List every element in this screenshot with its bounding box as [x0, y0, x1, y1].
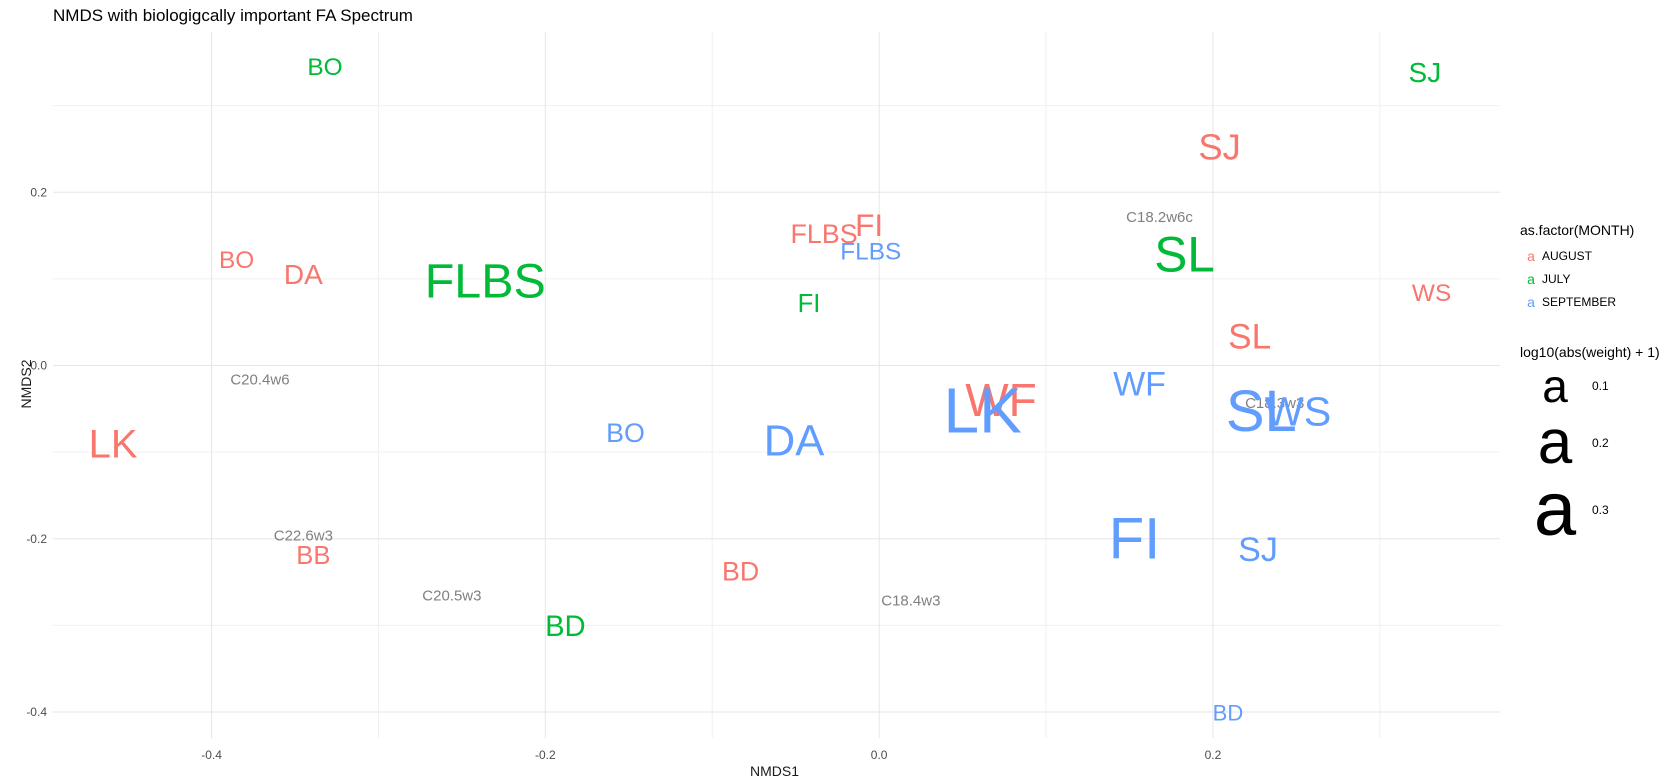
site-label-september: FLBS: [840, 239, 901, 266]
site-label-july: BD: [545, 611, 586, 643]
x-axis-title: NMDS1: [750, 763, 800, 779]
vector-label: C22.6w3: [274, 528, 333, 545]
vector-label: C20.4w6: [230, 372, 289, 389]
site-label-july: FLBS: [425, 254, 546, 308]
site-label-august: DA: [284, 259, 323, 290]
legend-item-august: a AUGUST: [1520, 244, 1670, 267]
month-legend-title: as.factor(MONTH): [1520, 222, 1635, 238]
site-label-august: LK: [89, 422, 138, 466]
site-label-september: SJ: [1238, 531, 1278, 569]
site-label-september: WS: [1265, 388, 1331, 434]
legend-key-july: a: [1527, 270, 1535, 287]
month-legend: as.factor(MONTH) a AUGUST a JULY a SEPTE…: [1520, 222, 1670, 313]
site-label-august: WF: [965, 374, 1037, 426]
site-label-september: DA: [764, 418, 825, 466]
x-tick-label: 0.2: [1205, 748, 1222, 762]
vector-label: C18.4w3: [881, 593, 940, 610]
weight-size-legend: log10(abs(weight) + 1) a 0.1 a 0.2 a 0.3: [1520, 344, 1676, 552]
size-label-0-1: 0.1: [1592, 379, 1609, 393]
vector-label: C18.2w6c: [1126, 209, 1193, 226]
legend-key-august: a: [1527, 247, 1535, 264]
site-label-august: BB: [296, 542, 330, 570]
site-label-july: BO: [307, 54, 342, 81]
grid-layer: [53, 32, 1500, 738]
size-legend-title: log10(abs(weight) + 1): [1520, 344, 1660, 360]
site-label-september: BO: [606, 418, 645, 448]
site-label-september: FI: [1109, 506, 1161, 571]
axis-tick-labels: -0.4 -0.2 0.0 0.2 -0.4 -0.2 0.0 0.2: [26, 185, 1221, 762]
size-key-medium: a: [1537, 408, 1573, 477]
legend-key-september: a: [1527, 293, 1535, 310]
y-tick-label: 0.2: [30, 185, 47, 199]
legend-label-august: AUGUST: [1542, 248, 1593, 263]
size-key-small: a: [1542, 360, 1568, 412]
chart-title: NMDS with biologigcally important FA Spe…: [53, 6, 413, 25]
size-label-0-3: 0.3: [1592, 503, 1609, 517]
x-tick-label: -0.2: [535, 748, 556, 762]
site-label-august: WS: [1412, 280, 1451, 307]
y-tick-label: -0.2: [26, 532, 47, 546]
site-label-august: SL: [1228, 317, 1271, 356]
site-label-august: BD: [722, 557, 759, 587]
site-label-august: FLBS: [791, 219, 858, 249]
legend-label-july: JULY: [1542, 271, 1571, 286]
site-label-july: FI: [798, 290, 821, 318]
site-label-september: WF: [1113, 366, 1166, 404]
vector-label: C20.5w3: [422, 587, 481, 604]
site-label-july: SJ: [1409, 57, 1442, 88]
x-tick-label: -0.4: [201, 748, 222, 762]
vector-label: C18.3w3: [1245, 395, 1304, 412]
legend-label-september: SEPTEMBER: [1542, 294, 1617, 309]
size-key-large: a: [1533, 467, 1577, 552]
site-label-august: SJ: [1198, 127, 1240, 168]
site-label-august: BO: [219, 247, 254, 274]
site-label-september: BD: [1213, 700, 1244, 725]
legend-item-july: a JULY: [1520, 267, 1670, 290]
legend-item-september: a SEPTEMBER: [1520, 290, 1670, 313]
site-label-august: FI: [855, 207, 883, 243]
site-label-september: SL: [1226, 379, 1297, 444]
y-tick-label: 0.0: [30, 359, 47, 373]
x-tick-label: 0.0: [871, 748, 888, 762]
y-tick-label: -0.4: [26, 705, 47, 719]
site-label-july: SL: [1154, 227, 1215, 283]
size-legend-item-0-2: a 0.2: [1520, 412, 1676, 474]
vector-labels-layer: C20.4w6 C22.6w3 C20.5w3 C18.4w3 C18.2w6c C18.…: [230, 209, 1304, 610]
size-label-0-2: 0.2: [1592, 436, 1609, 450]
size-legend-item-0-3: a 0.3: [1520, 467, 1676, 552]
y-axis-title: NMDS2: [18, 359, 34, 409]
site-label-september: LK: [943, 375, 1021, 447]
size-legend-item-0-1: a 0.1: [1520, 360, 1676, 412]
